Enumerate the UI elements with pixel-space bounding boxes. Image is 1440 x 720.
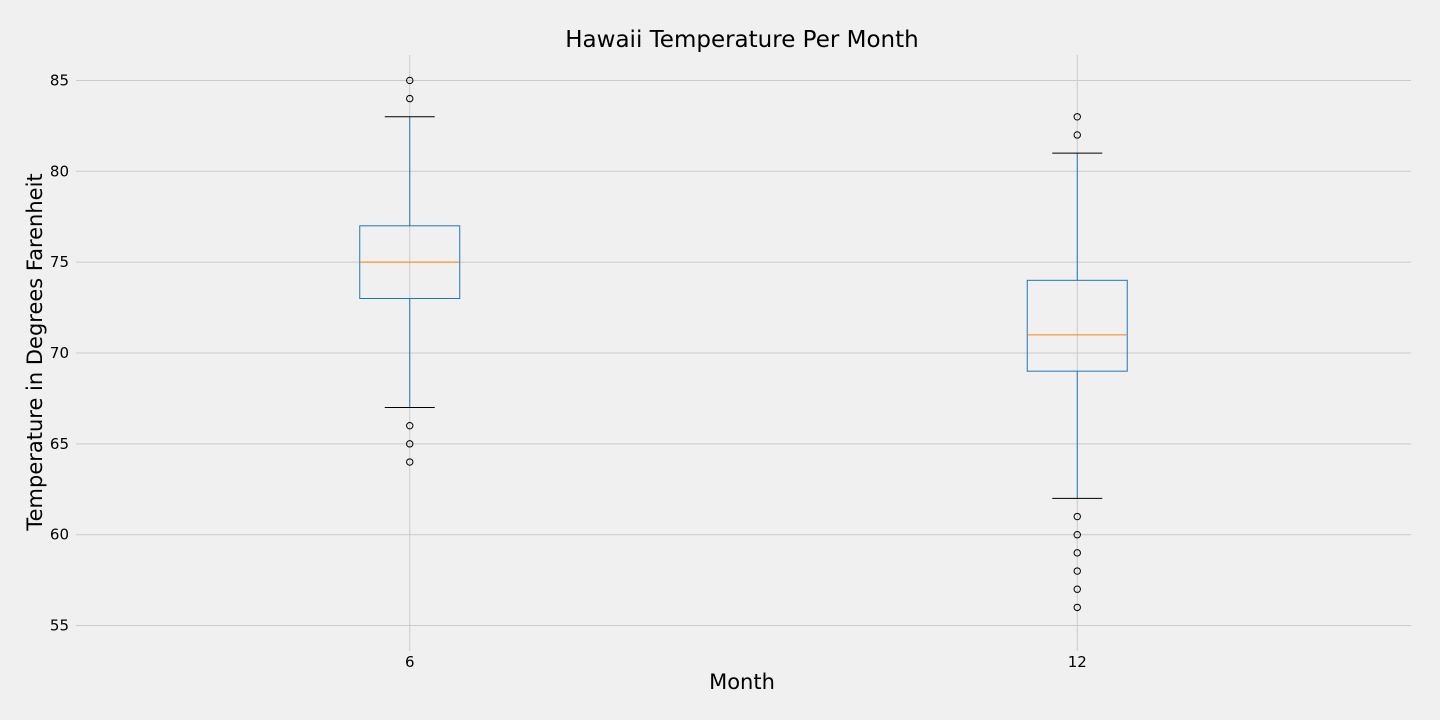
outlier-point [406, 458, 414, 466]
x-tick-label: 12 [1068, 653, 1087, 671]
outlier-point [406, 94, 414, 103]
y-tick-label: 55 [50, 617, 69, 635]
y-axis-ticks: 55 60 65 70 75 80 85 [50, 71, 69, 634]
outlier-point [1073, 603, 1081, 612]
outlier-point [406, 421, 414, 430]
outlier-point [1073, 531, 1081, 539]
box-group [1026, 113, 1128, 612]
box-group [359, 76, 461, 466]
outlier-point [1073, 113, 1081, 121]
outlier-point [1073, 131, 1081, 139]
y-tick-label: 65 [50, 435, 69, 453]
outlier-point [406, 440, 414, 448]
x-axis-title: Month [709, 670, 775, 694]
outlier-point [1073, 512, 1081, 521]
outlier-point [1073, 567, 1081, 575]
y-tick-label: 60 [50, 526, 69, 544]
boxes [359, 76, 1128, 612]
y-axis-title: Temperature in Degrees Farenheit [23, 173, 47, 531]
outlier-point [1073, 549, 1081, 557]
y-tick-label: 75 [50, 253, 69, 271]
y-tick-label: 80 [50, 162, 69, 180]
outlier-point [1073, 585, 1081, 593]
grid [76, 55, 1411, 651]
x-tick-label: 6 [405, 653, 415, 671]
chart-title: Hawaii Temperature Per Month [565, 27, 918, 53]
iqr-box [1026, 279, 1128, 372]
outlier-point [406, 76, 414, 85]
x-axis-ticks: 6 12 [405, 653, 1087, 671]
y-tick-label: 70 [50, 344, 69, 362]
y-tick-label: 85 [50, 71, 69, 89]
